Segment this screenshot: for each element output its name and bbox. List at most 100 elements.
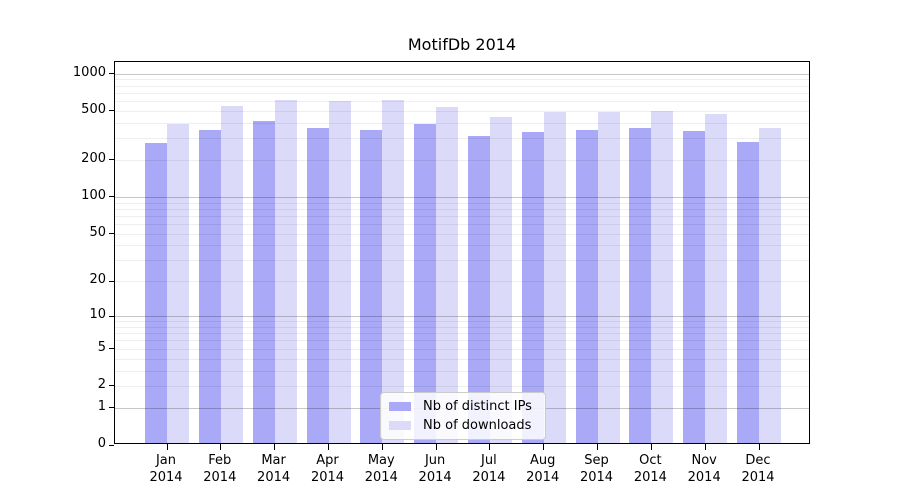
gridline-minor-600 <box>115 101 809 102</box>
y-tick-20 <box>109 280 114 282</box>
y-tick-1 <box>109 407 114 409</box>
bar-nb-of-downloads-oct-2014 <box>651 111 674 443</box>
gridline-minor-400 <box>115 122 809 124</box>
y-tick-label-0: 0 <box>97 436 106 451</box>
bar-nb-of-downloads-dec-2014 <box>759 127 781 443</box>
gridline-major-1000 <box>115 73 809 75</box>
bar-nb-of-downloads-jan-2014 <box>167 124 189 443</box>
x-tick-label-line: Oct <box>639 453 662 468</box>
gridline-minor-60 <box>115 224 809 225</box>
x-tick-label-jul-2014: Jul 2014 <box>461 452 517 486</box>
bar-nb-of-downloads-sep-2014 <box>597 112 620 443</box>
legend-label-nb-of-downloads: Nb of downloads <box>423 418 532 433</box>
gridline-minor-200 <box>115 159 809 161</box>
x-tick-label-line: 2014 <box>526 470 560 485</box>
gridline-major-10 <box>115 316 809 318</box>
x-tick-label-jun-2014: Jun 2014 <box>407 452 463 486</box>
y-tick-50 <box>109 233 114 235</box>
y-tick-1000 <box>109 73 114 75</box>
y-tick-label-10: 10 <box>89 307 106 323</box>
bar-nb-of-downloads-apr-2014 <box>328 101 351 443</box>
x-tick-label-nov-2014: Nov 2014 <box>676 452 732 486</box>
y-tick-label-1000: 1000 <box>72 64 106 80</box>
gridline-minor-700 <box>115 92 809 94</box>
x-tick-oct-2014 <box>650 443 652 450</box>
bar-nb-of-distinct-ips-aug-2014 <box>521 131 544 443</box>
x-tick-apr-2014 <box>328 443 329 450</box>
gridline-minor-3 <box>115 370 809 372</box>
gridline-minor-800 <box>115 85 809 87</box>
bar-nb-of-downloads-may-2014 <box>382 100 405 443</box>
x-tick-label-line: Feb <box>208 453 232 468</box>
x-tick-label-apr-2014: Apr 2014 <box>300 452 356 486</box>
y-tick-label-50: 50 <box>89 224 106 240</box>
y-tick-10 <box>109 315 114 317</box>
gridline-minor-80 <box>115 208 809 210</box>
bar-nb-of-downloads-mar-2014 <box>274 99 297 443</box>
y-tick-label-100: 100 <box>81 187 106 203</box>
x-tick-label-line: May <box>367 453 395 468</box>
y-tick-0 <box>109 444 114 446</box>
gridline-minor-70 <box>115 215 809 217</box>
x-tick-label-dec-2014: Dec 2014 <box>730 452 786 486</box>
y-tick-500 <box>109 110 114 112</box>
y-tick-100 <box>109 196 114 198</box>
gridline-minor-6 <box>115 340 809 342</box>
x-tick-label-line: 2014 <box>364 470 398 485</box>
legend-swatch-nb-of-distinct-ips <box>389 402 411 411</box>
legend-swatch-nb-of-downloads <box>389 421 411 430</box>
x-tick-label-line: Aug <box>529 453 556 468</box>
x-tick-feb-2014 <box>220 443 222 450</box>
bar-nb-of-distinct-ips-jun-2014 <box>414 124 437 443</box>
gridline-minor-7 <box>115 333 809 335</box>
x-tick-label-line: Dec <box>745 453 771 468</box>
bar-nb-of-distinct-ips-feb-2014 <box>198 129 221 443</box>
x-tick-mar-2014 <box>274 443 276 450</box>
x-tick-sep-2014 <box>597 443 598 450</box>
chart-title: MotifDb 2014 <box>407 35 517 54</box>
x-tick-label-line: 2014 <box>687 470 721 485</box>
x-tick-nov-2014 <box>704 443 706 450</box>
gridline-minor-20 <box>115 281 809 283</box>
y-tick-label-2: 2 <box>97 376 106 392</box>
gridline-minor-500 <box>115 110 809 112</box>
gridline-minor-4 <box>115 358 809 360</box>
bar-nb-of-distinct-ips-oct-2014 <box>629 127 652 443</box>
bar-nb-of-downloads-feb-2014 <box>220 105 243 443</box>
legend-label-nb-of-distinct-ips: Nb of distinct IPs <box>423 399 532 414</box>
gridline-minor-30 <box>115 260 809 262</box>
x-tick-dec-2014 <box>758 443 760 450</box>
y-tick-label-20: 20 <box>89 272 106 288</box>
bar-nb-of-distinct-ips-jan-2014 <box>145 142 167 443</box>
bar-nb-of-distinct-ips-may-2014 <box>360 129 383 443</box>
bar-nb-of-downloads-jun-2014 <box>436 107 459 443</box>
x-tick-label-line: 2014 <box>310 470 345 485</box>
legend-item-nb-of-distinct-ips: Nb of distinct IPs <box>389 397 537 416</box>
x-tick-label-line: 2014 <box>633 470 667 485</box>
x-tick-label-line: Jun <box>424 453 446 468</box>
x-tick-label-jan-2014: Jan 2014 <box>138 452 194 486</box>
x-tick-label-line: 2014 <box>418 470 452 485</box>
gridline-minor-90 <box>115 202 809 204</box>
bar-nb-of-distinct-ips-sep-2014 <box>575 129 598 443</box>
bar-nb-of-downloads-aug-2014 <box>543 112 566 443</box>
gridline-minor-9 <box>115 321 809 323</box>
gridline-minor-40 <box>115 245 809 247</box>
x-tick-label-aug-2014: Aug 2014 <box>515 452 571 486</box>
bar-nb-of-downloads-nov-2014 <box>705 113 728 443</box>
x-tick-label-line: Nov <box>691 453 717 468</box>
y-tick-5 <box>109 348 114 350</box>
x-tick-label-line: Mar <box>261 453 286 468</box>
gridline-minor-8 <box>115 326 809 328</box>
gridline-minor-300 <box>115 138 809 140</box>
y-tick-label-500: 500 <box>81 101 106 117</box>
x-tick-label-line: 2014 <box>203 470 237 485</box>
x-tick-label-line: Jul <box>481 453 497 468</box>
x-tick-aug-2014 <box>543 443 545 450</box>
gridline-minor-5 <box>115 348 809 350</box>
x-tick-may-2014 <box>381 443 383 450</box>
x-tick-jun-2014 <box>435 443 437 450</box>
legend: Nb of distinct IPs Nb of downloads <box>380 392 546 440</box>
x-tick-label-line: Jan <box>155 453 177 468</box>
